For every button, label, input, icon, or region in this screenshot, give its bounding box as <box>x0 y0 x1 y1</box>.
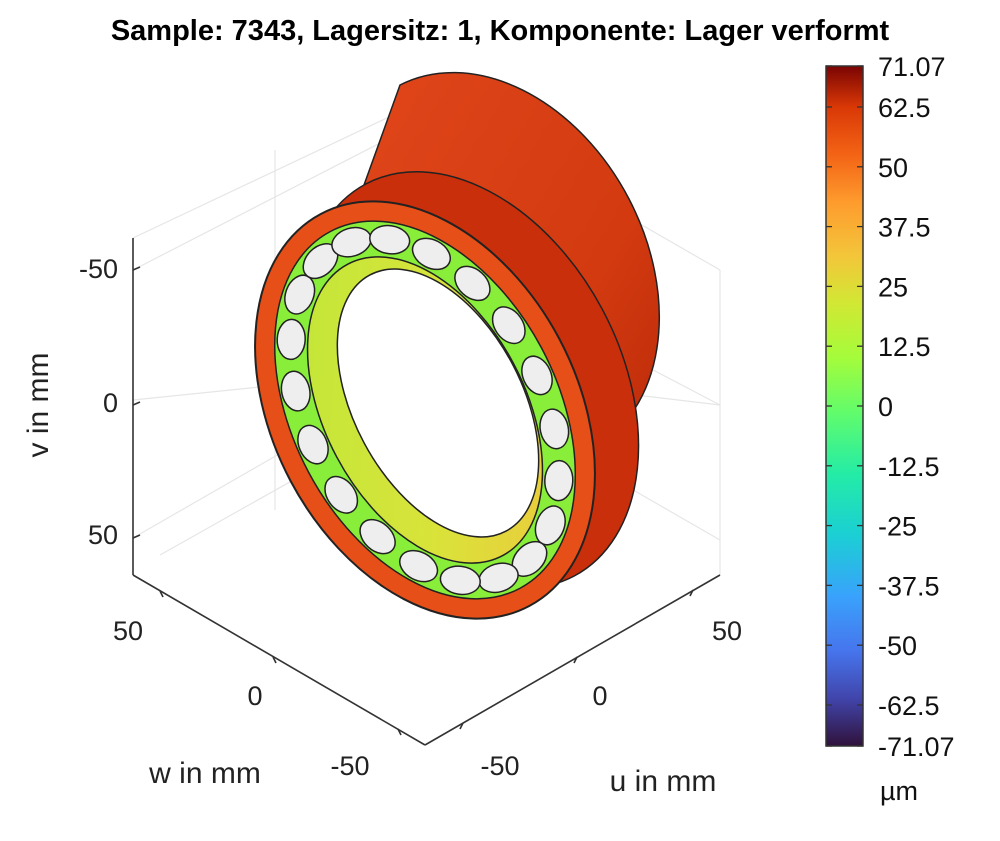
colorbar-unit: µm <box>880 776 918 806</box>
rolling-element <box>276 318 306 361</box>
axis-tick-marks <box>132 266 694 736</box>
chart-title: Sample: 7343, Lagersitz: 1, Komponente: … <box>111 15 890 47</box>
rolling-element <box>521 355 553 396</box>
rolling-element <box>491 306 526 345</box>
rolling-element <box>324 475 359 514</box>
colorbar-tick-label: -25 <box>878 512 917 542</box>
w-axis-label: w in mm <box>148 757 261 790</box>
colorbar-tick-label: 62.5 <box>878 93 931 123</box>
rolling-element <box>359 518 396 555</box>
w-tick-label: 50 <box>113 616 143 646</box>
colorbar-tick-label: 37.5 <box>878 213 931 243</box>
rolling-elements <box>276 224 574 596</box>
rolling-element <box>398 549 439 583</box>
v-axis-ticks: -50 0 50 <box>79 254 118 550</box>
colorbar-tick-label: 50 <box>878 153 908 183</box>
w-tick-label: -50 <box>330 751 369 781</box>
rolling-element <box>544 459 574 502</box>
colorbar-ticks: 71.07 62.5 50 37.5 25 12.5 0 -12.5 -25 -37.5 -50 -6… <box>826 52 955 762</box>
rolling-element <box>280 370 311 412</box>
u-tick-label: 0 <box>592 681 607 711</box>
v-tick-label: -50 <box>79 254 118 284</box>
u-axis-label: u in mm <box>610 765 717 798</box>
rolling-element <box>454 265 491 302</box>
colorbar-tick-label: 0 <box>878 392 893 422</box>
colorbar-tick-label: -50 <box>878 631 917 661</box>
u-tick-label: -50 <box>480 751 519 781</box>
rolling-element <box>539 408 570 450</box>
v-tick-label: 50 <box>88 520 118 550</box>
u-tick-label: 50 <box>712 616 742 646</box>
bore-hole <box>336 268 540 538</box>
colorbar-tick-label: -71.07 <box>878 732 955 762</box>
colorbar-tick-label: 71.07 <box>878 52 946 82</box>
axis-lines <box>132 238 721 746</box>
colorbar-tick-label: -12.5 <box>878 452 940 482</box>
w-axis-ticks: 50 0 -50 <box>113 616 370 781</box>
w-tick-label: 0 <box>247 681 262 711</box>
colorbar-tick-label: -37.5 <box>878 571 940 601</box>
colorbar-tick-label: -62.5 <box>878 691 940 721</box>
rolling-element <box>439 565 481 596</box>
rolling-element <box>297 424 329 465</box>
u-axis-ticks: -50 0 50 <box>480 616 742 781</box>
v-tick-label: 0 <box>103 388 118 418</box>
colorbar-tick-label: 12.5 <box>878 332 931 362</box>
rolling-element <box>369 224 411 255</box>
v-axis-label: v in mm <box>22 353 55 458</box>
rolling-element <box>411 237 452 271</box>
bearing-surface <box>254 71 661 620</box>
colorbar-tick-label: 25 <box>878 272 908 302</box>
